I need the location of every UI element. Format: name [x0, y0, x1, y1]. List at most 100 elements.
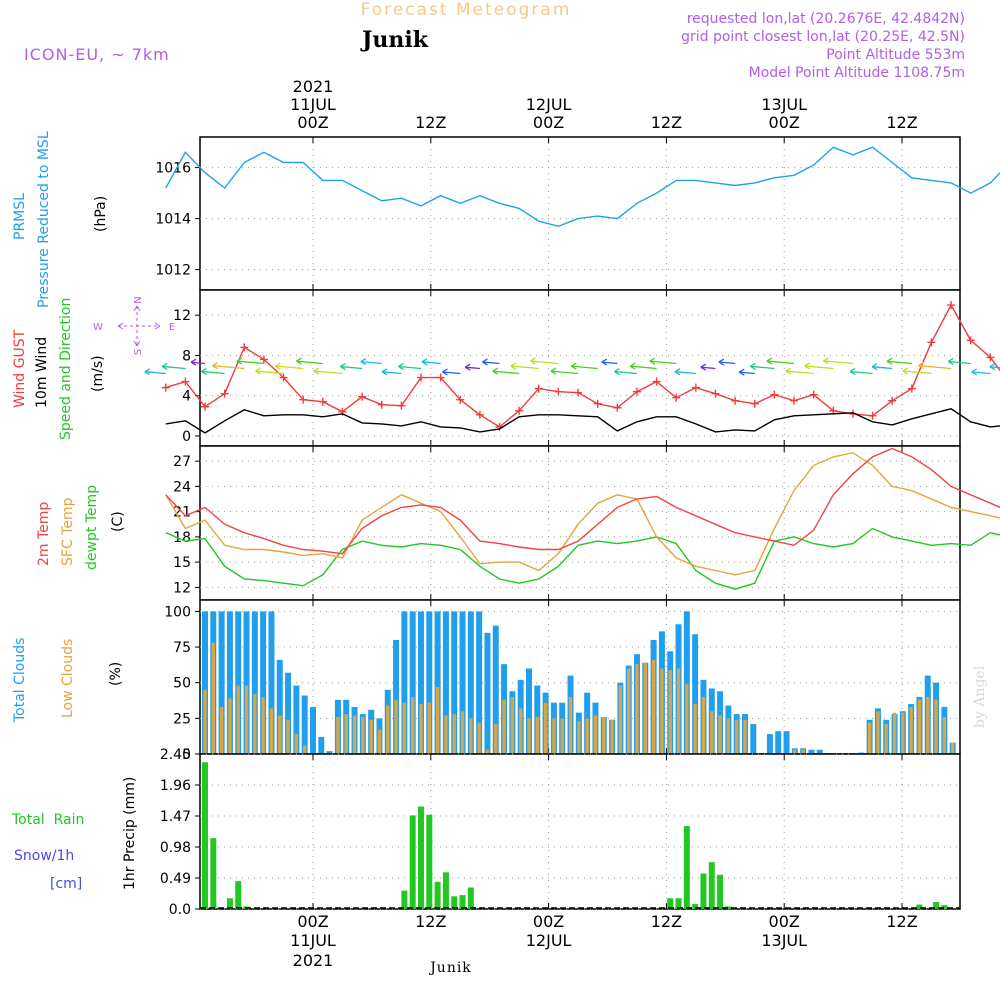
wind-arrow-head	[464, 363, 471, 371]
low-cloud-bar	[676, 668, 681, 754]
rain-bar	[426, 814, 433, 909]
y-tick-label: 1016	[155, 161, 191, 177]
wind-arrow	[442, 371, 461, 375]
low-cloud-bar	[427, 702, 431, 754]
wind-arrow-head	[629, 362, 636, 370]
rain-bar	[675, 898, 682, 909]
rain-bar	[418, 806, 424, 909]
low-cloud-bar	[386, 705, 390, 754]
pressure-unit: (hPa)	[93, 196, 109, 232]
wind-arrow-head	[971, 368, 978, 376]
rain-bar	[442, 872, 449, 909]
total-cloud-bar	[808, 749, 815, 754]
gust-marker	[672, 393, 681, 402]
y-tick-label: 2.45	[160, 747, 191, 763]
wind-arrow-head	[212, 362, 218, 370]
gust-marker	[515, 406, 524, 415]
wind-arrow-head	[360, 358, 367, 366]
pressure-labels: PRMSL Pressure Reduced to MSL (hPa)	[12, 131, 109, 308]
rain-bar	[725, 906, 732, 909]
low-cloud-bar	[651, 659, 656, 754]
y-tick-label: 0	[182, 429, 191, 445]
wind-labels: Wind GUST 10m Wind Speed and Direction (…	[12, 296, 175, 440]
bottom-axis-hour: 12Z	[886, 912, 917, 931]
rain-bar	[933, 902, 940, 909]
low-cloud-bar	[377, 729, 382, 754]
gust-marker	[161, 383, 170, 392]
wind-arrow-head	[482, 358, 488, 366]
wind-arrow-head	[255, 367, 261, 375]
y-tick-label: 27	[173, 454, 191, 470]
total-cloud-bar	[326, 751, 333, 754]
compass-e: E	[169, 322, 175, 333]
low-cloud-bar	[278, 715, 282, 754]
low-cloud-bar	[510, 696, 515, 754]
rain-label: Total Rain	[11, 812, 84, 828]
gust-marker	[809, 390, 818, 399]
wind-arrow	[530, 360, 559, 365]
low-cloud-bar	[435, 686, 440, 754]
total-cloud-bar	[293, 685, 300, 754]
tsfc-label: SFC Temp	[60, 497, 76, 566]
wind-arrow	[381, 371, 402, 375]
t2m-line	[165, 447, 1000, 555]
bottom-axis-hour: 00Z	[297, 912, 328, 931]
gust-marker	[456, 395, 465, 404]
pressure-line	[165, 146, 1000, 228]
wind-arrow	[313, 370, 343, 375]
low-cloud-bar	[801, 749, 805, 754]
clouds-panel: 0 25 50 75 100	[164, 599, 961, 763]
low-cloud-bar	[793, 749, 797, 754]
total-cloud-bar	[393, 639, 400, 754]
total-cloud-bar	[260, 611, 267, 754]
gust-marker	[299, 395, 308, 404]
gust-marker	[731, 396, 740, 405]
low-cloud-bar	[344, 714, 348, 754]
total-cloud-bar	[459, 611, 466, 754]
wind-arrow	[162, 365, 186, 370]
wind-arrow-head	[510, 362, 517, 370]
dewpt-label: dewpt Temp	[84, 485, 100, 570]
wind-10m-line	[165, 408, 1000, 434]
chart-title: Forecast Meteogram	[361, 0, 572, 20]
wind-arrow-head	[785, 367, 792, 375]
gust-marker	[966, 336, 975, 345]
total-cloud-bar	[484, 632, 491, 754]
top-axis-date: 12JUL	[526, 95, 572, 114]
bottom-axis-date: 12JUL	[526, 931, 572, 950]
low-cloud-bar	[660, 668, 664, 754]
wind-arrow	[601, 361, 618, 365]
wind-arrow	[144, 371, 166, 375]
gust-marker	[554, 387, 563, 396]
wind-arrow-head	[947, 357, 954, 366]
wind-arrow	[236, 360, 264, 365]
wind-arrow-head	[236, 357, 243, 365]
clouds-labels: Total Clouds Low Clouds (%)	[12, 638, 124, 723]
rain-bar	[202, 762, 208, 909]
wind-arrow-head	[738, 368, 745, 376]
wind-arrow	[718, 361, 736, 365]
snow-unit-label: [cm]	[50, 876, 82, 892]
precip-labels: Total Rain Snow/1h [cm] 1hr Precip (mm)	[11, 777, 138, 892]
panel-frame	[199, 289, 961, 447]
wind-arrow	[948, 360, 971, 365]
wind-arrow	[398, 365, 422, 370]
top-axis-date: 11JUL	[290, 95, 336, 114]
low-cloud-bar	[926, 696, 930, 754]
gust-marker	[279, 373, 288, 382]
top-axis-hour: 12Z	[415, 113, 446, 132]
total-cloud-bar	[251, 611, 258, 754]
panel-frame	[199, 753, 961, 910]
low-cloud-bar	[286, 719, 290, 754]
wind-arrow-head	[313, 367, 320, 375]
low-cloud-bar	[909, 706, 913, 754]
t2m-label: 2m Temp	[36, 502, 52, 566]
rain-bar	[941, 905, 948, 909]
total-cloud-bar	[783, 731, 790, 754]
requested-coords: requested lon,lat (20.2676E, 42.4842N)	[687, 11, 965, 27]
low-cloud-bar	[560, 718, 564, 754]
y-tick-label: 0.0	[169, 902, 191, 918]
